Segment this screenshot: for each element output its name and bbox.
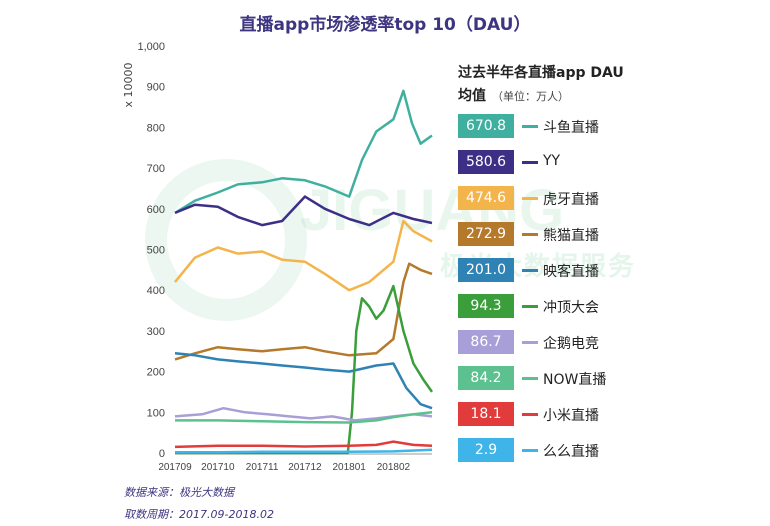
legend-swatch [522,377,538,380]
jiguang-watermark-logo: JIGUANG [145,159,564,321]
chart-title: 直播app市场渗透率top 10（DAU） [239,15,531,35]
legend-swatch [522,125,538,128]
series-line-6 [174,406,433,422]
legend-swatch [522,233,538,236]
y-tick-label: 1,000 [137,41,165,53]
x-tick-label: 201709 [158,462,192,473]
series-line-1 [174,195,433,227]
series-line-3 [174,262,433,361]
legend-mean-value: 670.8 [458,114,514,138]
legend-swatch [522,269,538,272]
y-tick-label: 900 [147,82,165,94]
legend-series-name: 小米直播 [543,408,599,424]
legend-series-name: YY [543,153,561,169]
legend-item: 94.3 冲顶大会 [458,294,758,320]
legend-item: 670.8 斗鱼直播 [458,114,758,140]
svg-text:JIGUANG: JIGUANG [300,178,564,243]
footer: 数据来源：极光大数据 取数周期：2017.09-2018.02 [124,482,274,526]
y-tick-label: 200 [147,367,165,379]
y-axis: 0 100 200 300 400 500 600 700 800 900 1,000 [137,41,165,460]
x-tick-label: 201802 [377,462,411,473]
y-tick-label: 700 [147,163,165,175]
x-tick-label: 201801 [333,462,367,473]
legend-title-line2: 均值 [458,88,486,104]
legend-mean-value: 94.3 [458,294,514,318]
y-tick-label: 300 [147,326,165,338]
legend-swatch [522,305,538,308]
legend-title-line1: 过去半年各直播app DAU [458,65,624,81]
series-line-4 [174,352,433,410]
legend-series-name: 映客直播 [543,264,599,280]
y-axis-label: x 10000 [122,62,135,107]
legend-mean-value: 580.6 [458,150,514,174]
y-tick-label: 800 [147,122,165,134]
series-line-2 [174,219,433,292]
series-line-5 [175,284,434,455]
legend-item: 2.9 么么直播 [458,438,758,464]
series-line-0 [174,89,433,214]
legend-series-name: 企鹅电竞 [543,336,599,352]
legend-series-name: 虎牙直播 [543,192,599,208]
legend-mean-value: 86.7 [458,330,514,354]
legend-swatch [522,449,538,452]
legend-mean-value: 84.2 [458,366,514,390]
legend-item: 272.9 熊猫直播 [458,222,758,248]
legend-swatch [522,197,538,200]
legend-series-name: NOW直播 [543,372,607,388]
legend-series-name: 斗鱼直播 [543,120,599,136]
legend-mean-value: 474.6 [458,186,514,210]
legend-swatch [522,341,538,344]
x-tick-label: 201710 [201,462,235,473]
legend-mean-value: 272.9 [458,222,514,246]
y-tick-label: 600 [147,204,165,216]
legend-item: 474.6 虎牙直播 [458,186,758,212]
x-tick-label: 201712 [288,462,322,473]
legend-swatch [522,161,538,164]
legend-swatch [522,413,538,416]
legend-series-name: 冲顶大会 [543,300,599,316]
legend-unit: （单位：万人） [492,90,569,103]
y-tick-label: 400 [147,285,165,297]
y-tick-label: 500 [147,245,165,257]
legend-item: 84.2 NOW直播 [458,366,758,392]
legend-series-name: 么么直播 [543,444,599,460]
series-line-8 [174,440,433,449]
x-axis: 201709 201710 201711 201712 201801 201802 [158,453,432,473]
x-tick-label: 201711 [246,462,279,473]
legend-item: 86.7 企鹅电竞 [458,330,758,356]
series-line-7 [175,411,433,424]
y-tick-label: 0 [159,448,165,460]
legend-mean-value: 2.9 [458,438,514,462]
y-tick-label: 100 [147,407,165,419]
legend-item: 580.6 YY [458,150,758,176]
legend-item: 201.0 映客直播 [458,258,758,284]
data-source: 数据来源：极光大数据 [124,486,234,499]
series-line-9 [175,448,433,454]
legend-title: 过去半年各直播app DAU 均值 （单位：万人） [458,62,624,108]
legend-mean-value: 18.1 [458,402,514,426]
legend-series-name: 熊猫直播 [543,228,599,244]
series-lines [174,89,434,455]
legend-item: 18.1 小米直播 [458,402,758,428]
legend-mean-value: 201.0 [458,258,514,282]
data-period: 取数周期：2017.09-2018.02 [124,508,274,521]
